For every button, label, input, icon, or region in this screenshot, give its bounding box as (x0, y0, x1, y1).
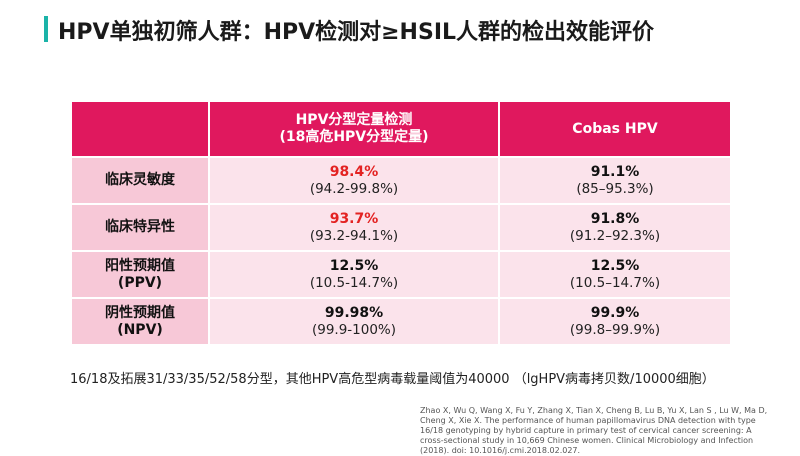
row-label-text: 临床灵敏度 (105, 172, 175, 188)
ci-text: (10.5-14.7%) (309, 274, 399, 291)
value-text: 12.5% (329, 257, 379, 274)
header-hpv-genotyping-line1: HPV分型定量检测 (295, 112, 413, 128)
row-label-specificity: 临床特异性 (70, 203, 210, 252)
cell-ppv-cobas: 12.5% (10.5–14.7%) (498, 250, 732, 299)
ci-text: (99.8–99.9%) (569, 321, 661, 338)
value-text: 93.7% (329, 210, 379, 227)
cell-npv-cobas: 99.9% (99.8–99.9%) (498, 297, 732, 346)
cell-ppv-genotyping: 12.5% (10.5-14.7%) (208, 250, 500, 299)
value-text: 91.8% (590, 210, 640, 227)
cell-sensitivity-genotyping: 98.4% (94.2-99.8%) (208, 156, 500, 205)
table-row-sensitivity: 临床灵敏度 98.4% (94.2-99.8%) 91.1% (85–95.3%… (70, 156, 732, 205)
header-cobas-hpv: Cobas HPV (498, 100, 732, 158)
cell-specificity-cobas: 91.8% (91.2–92.3%) (498, 203, 732, 252)
row-label-sub: (NPV) (117, 321, 163, 338)
value-text: 99.9% (590, 304, 640, 321)
threshold-note: 16/18及拓展31/33/35/52/58分型，其他HPV高危型病毒载量阈值为… (70, 372, 715, 387)
header-hpv-genotyping: HPV分型定量检测 (18高危HPV分型定量) (208, 100, 500, 158)
page-title: HPV单独初筛人群：HPV检测对≥HSIL人群的检出效能评价 (58, 20, 655, 45)
ci-text: (93.2-94.1%) (309, 227, 399, 244)
performance-table: HPV分型定量检测 (18高危HPV分型定量) Cobas HPV 临床灵敏度 … (70, 100, 732, 346)
row-label-text: 阳性预期值 (105, 257, 175, 274)
row-label-sensitivity: 临床灵敏度 (70, 156, 210, 205)
value-text: 91.1% (590, 163, 640, 180)
ci-text: (85–95.3%) (576, 180, 654, 197)
reference-citation: Zhao X, Wu Q, Wang X, Fu Y, Zhang X, Tia… (420, 406, 768, 455)
table-header-row: HPV分型定量检测 (18高危HPV分型定量) Cobas HPV (70, 100, 732, 158)
table-corner-cell (70, 100, 210, 158)
value-text: 98.4% (329, 163, 379, 180)
row-label-text: 临床特异性 (105, 219, 175, 235)
cell-specificity-genotyping: 93.7% (93.2-94.1%) (208, 203, 500, 252)
header-hpv-genotyping-line2: (18高危HPV分型定量) (279, 129, 429, 145)
title-accent-bar (44, 16, 48, 42)
value-text: 99.98% (324, 304, 384, 321)
row-label-text: 阴性预期值 (105, 304, 175, 321)
cell-npv-genotyping: 99.98% (99.9-100%) (208, 297, 500, 346)
row-label-sub: (PPV) (117, 274, 163, 291)
ci-text: (94.2-99.8%) (309, 180, 399, 197)
table-row-ppv: 阳性预期值 (PPV) 12.5% (10.5-14.7%) 12.5% (10… (70, 250, 732, 299)
table-row-specificity: 临床特异性 93.7% (93.2-94.1%) 91.8% (91.2–92.… (70, 203, 732, 252)
cell-sensitivity-cobas: 91.1% (85–95.3%) (498, 156, 732, 205)
value-text: 12.5% (590, 257, 640, 274)
table-row-npv: 阴性预期值 (NPV) 99.98% (99.9-100%) 99.9% (99… (70, 297, 732, 346)
ci-text: (99.9-100%) (311, 321, 397, 338)
ci-text: (10.5–14.7%) (569, 274, 661, 291)
ci-text: (91.2–92.3%) (569, 227, 661, 244)
row-label-npv: 阴性预期值 (NPV) (70, 297, 210, 346)
row-label-ppv: 阳性预期值 (PPV) (70, 250, 210, 299)
